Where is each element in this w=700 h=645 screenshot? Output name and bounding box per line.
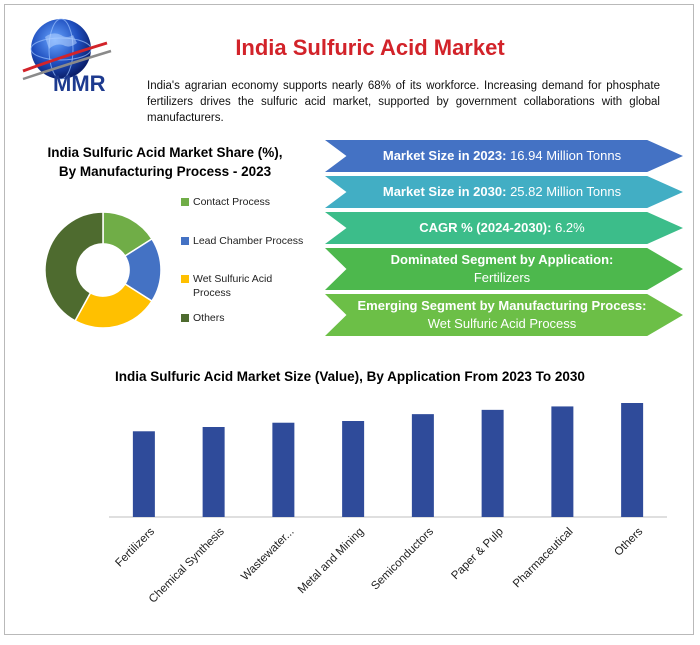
x-tick-label: Fertilizers (113, 526, 157, 570)
legend-item: Others (181, 311, 313, 325)
highlight-label: CAGR % (2024-2030): (419, 220, 552, 235)
highlight-value: 16.94 Million Tonns (510, 148, 622, 163)
highlight-value: 25.82 Million Tonns (510, 184, 622, 199)
legend-swatch (181, 275, 189, 283)
globe-icon: MMR (22, 18, 112, 96)
highlight-arrow: Emerging Segment by Manufacturing Proces… (325, 294, 683, 336)
highlight-label: Emerging Segment by Manufacturing Proces… (357, 298, 647, 313)
bar-chart-title: India Sulfuric Acid Market Size (Value),… (115, 369, 585, 384)
x-tick-label: Metal and Mining (296, 526, 366, 596)
x-tick-label: Others (612, 526, 645, 559)
highlight-arrow: Dominated Segment by Application: Fertili… (325, 248, 683, 290)
bar-others (621, 403, 644, 517)
highlight-arrow: CAGR % (2024-2030): 6.2% (325, 212, 683, 244)
highlight-value: 6.2% (555, 220, 585, 235)
bar-chemical-synthesis (202, 427, 225, 517)
legend-item: Lead Chamber Process (181, 234, 313, 248)
bar-paper-pulp (481, 409, 504, 517)
highlight-value: Fertilizers (473, 270, 531, 285)
infographic: MMR India Sulfuric Acid Market India's a… (4, 4, 694, 635)
highlight-label: Dominated Segment by Application: (390, 252, 614, 267)
highlight-text: Market Size in 2023: 16.94 Million Tonns (383, 147, 621, 165)
x-tick-label: Pharmaceutical (511, 526, 576, 591)
mmr-logo: MMR (15, 13, 135, 96)
donut-chart (44, 211, 162, 329)
legend-label: Lead Chamber Process (193, 235, 304, 247)
logo-text: MMR (53, 71, 106, 93)
intro-text: India's agrarian economy supports nearly… (147, 80, 660, 124)
donut-slice-others (44, 211, 104, 322)
x-tick-label: Paper & Pulp (449, 526, 505, 582)
legend-swatch (181, 198, 189, 206)
legend-label: Contact Process (193, 196, 271, 208)
highlight-label: Market Size in 2023: (382, 148, 507, 163)
bar-wastewater (272, 422, 295, 517)
highlight-label: Market Size in 2030: (382, 184, 507, 199)
highlight-value: Wet Sulfuric Acid Process (427, 316, 577, 331)
x-tick-label: Wastewater... (239, 526, 296, 583)
highlight-text: Dominated Segment by Application: Fertili… (391, 251, 614, 287)
highlight-text: Emerging Segment by Manufacturing Proces… (358, 297, 647, 333)
legend-label: Others (193, 312, 225, 324)
legend-swatch (181, 237, 189, 245)
highlight-arrow: Market Size in 2030: 25.82 Million Tonns (325, 176, 683, 208)
donut-chart-title: India Sulfuric Acid Market Share (%), By… (47, 145, 283, 179)
legend-swatch (181, 314, 189, 322)
bar-pharmaceutical (551, 406, 574, 517)
x-tick-label: Semiconductors (369, 526, 436, 593)
legend-label: Wet Sulfuric Acid Process (193, 273, 273, 299)
highlight-arrow: Market Size in 2023: 16.94 Million Tonns (325, 140, 683, 172)
highlight-text: Market Size in 2030: 25.82 Million Tonns (383, 183, 621, 201)
x-tick-label: Chemical Synthesis (147, 526, 227, 606)
legend-item: Contact Process (181, 195, 313, 209)
highlight-text: CAGR % (2024-2030): 6.2% (419, 219, 584, 237)
bar-fertilizers (132, 431, 155, 517)
page-title: India Sulfuric Acid Market (235, 35, 505, 60)
bar-semiconductors (411, 414, 434, 517)
bar-metal-and-mining (342, 421, 365, 517)
legend-item: Wet Sulfuric Acid Process (181, 272, 291, 300)
